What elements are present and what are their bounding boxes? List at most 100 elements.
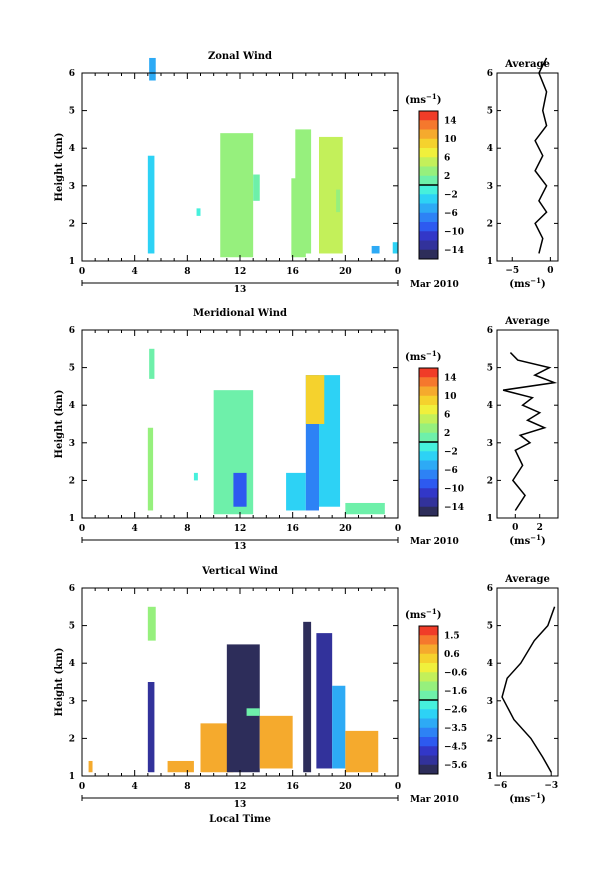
colorbar-tick-label: −2 — [444, 447, 458, 457]
colorbar-segment — [419, 175, 438, 186]
y-tick-label: 6 — [69, 69, 75, 79]
colorbar-unit: (ms−1) — [405, 607, 441, 621]
colorbar-segment — [419, 129, 438, 140]
colorbar-segment — [419, 386, 438, 397]
avg-x-tick-label: −3 — [544, 781, 558, 791]
data-patch — [147, 155, 155, 254]
colorbar-tick-label: −6 — [444, 209, 458, 219]
x-axis-label: Local Time — [209, 814, 271, 825]
data-patch — [149, 348, 155, 379]
y-axis-label: Height (km) — [54, 648, 65, 717]
data-patch — [345, 502, 385, 515]
avg-y-tick-label: 6 — [487, 69, 493, 79]
colorbar-tick-label: 2 — [444, 172, 450, 182]
avg-x-tick-label: 0 — [512, 523, 518, 533]
unit-exponent: −1 — [426, 92, 437, 101]
colorbar-tick-label: −2 — [444, 190, 458, 200]
colorbar-segment — [419, 423, 438, 434]
average-unit: (ms−1) — [509, 533, 545, 547]
unit-base: (ms — [405, 95, 426, 106]
y-axis-label: Height (km) — [54, 133, 65, 202]
data-patch — [196, 208, 201, 216]
data-patch — [246, 708, 260, 716]
y-tick-label: 1 — [69, 257, 75, 267]
colorbar-segment — [419, 755, 438, 766]
colorbar-tick-label: 6 — [444, 410, 450, 420]
colorbar-segment — [419, 497, 438, 508]
colorbar-segment — [419, 506, 438, 517]
y-tick-label: 3 — [69, 439, 75, 449]
x-tick-label: 0 — [395, 782, 401, 792]
y-tick-label: 3 — [69, 697, 75, 707]
x-tick-label: 8 — [184, 782, 190, 792]
x-tick-label: 8 — [184, 267, 190, 277]
colorbar-segment — [419, 653, 438, 664]
avg-y-tick-label: 6 — [487, 326, 493, 336]
data-patch — [305, 375, 325, 424]
day-label: 13 — [234, 542, 247, 552]
data-patch — [149, 57, 156, 81]
x-tick-label: 12 — [234, 782, 247, 792]
data-patch — [345, 730, 379, 773]
data-patch — [319, 136, 343, 254]
colorbar-tick-label: 10 — [444, 135, 457, 145]
colorbar-segment — [419, 212, 438, 223]
colorbar-segment — [419, 231, 438, 241]
x-tick-label: 0 — [395, 524, 401, 534]
colorbar-segment — [419, 240, 438, 251]
avg-y-tick-label: 3 — [487, 697, 493, 707]
y-tick-label: 4 — [69, 144, 75, 154]
colorbar-unit: (ms−1) — [405, 92, 441, 106]
avg-y-tick-label: 2 — [487, 734, 493, 744]
y-tick-label: 6 — [69, 584, 75, 594]
average-frame — [496, 329, 559, 519]
avg-y-tick-label: 3 — [487, 182, 493, 192]
x-tick-label: 20 — [339, 782, 352, 792]
date-label: Mar 2010 — [410, 537, 459, 547]
date-label: Mar 2010 — [410, 280, 459, 290]
average-frame — [496, 587, 559, 777]
unit-base: (ms — [405, 610, 426, 621]
average-profile-line — [501, 606, 556, 773]
colorbar-unit: (ms−1) — [405, 349, 441, 363]
average-frame — [496, 72, 559, 262]
x-tick-label: 16 — [286, 524, 299, 534]
avg-y-tick-label: 6 — [487, 584, 493, 594]
colorbar-segment — [419, 185, 438, 195]
colorbar-segment — [419, 709, 438, 719]
avg-y-tick-label: 4 — [487, 144, 493, 154]
y-tick-label: 2 — [69, 734, 75, 744]
colorbar-segment — [419, 405, 438, 415]
day-label: 13 — [234, 800, 247, 810]
x-tick-label: 16 — [286, 782, 299, 792]
data-patch — [253, 174, 260, 201]
x-tick-label: 20 — [339, 267, 352, 277]
colorbar-tick-label: −6 — [444, 466, 458, 476]
colorbar-segment — [419, 700, 438, 710]
colorbar-segment — [419, 111, 438, 121]
data-patch — [371, 245, 380, 254]
colorbar-segment — [419, 451, 438, 461]
avg-y-tick-label: 1 — [487, 514, 493, 524]
colorbar-segment — [419, 432, 438, 443]
colorbar-tick-label: 0.6 — [444, 650, 460, 660]
data-patch — [147, 427, 154, 511]
x-tick-label: 16 — [286, 267, 299, 277]
x-tick-label: 4 — [132, 524, 138, 534]
colorbar-segment — [419, 414, 438, 424]
colorbar-tick-label: 10 — [444, 392, 457, 402]
y-tick-label: 6 — [69, 326, 75, 336]
colorbar-segment — [419, 157, 438, 167]
avg-y-tick-label: 2 — [487, 476, 493, 486]
colorbar-tick-label: −10 — [444, 227, 464, 237]
average-profile-line — [534, 57, 548, 254]
average-profile-line — [502, 352, 558, 511]
avg-y-tick-label: 1 — [487, 772, 493, 782]
panel-title: Vertical Wind — [201, 566, 278, 577]
unit-exponent: −1 — [426, 607, 437, 616]
colorbar-segment — [419, 442, 438, 452]
colorbar-segment — [419, 479, 438, 489]
data-patch — [295, 129, 312, 254]
